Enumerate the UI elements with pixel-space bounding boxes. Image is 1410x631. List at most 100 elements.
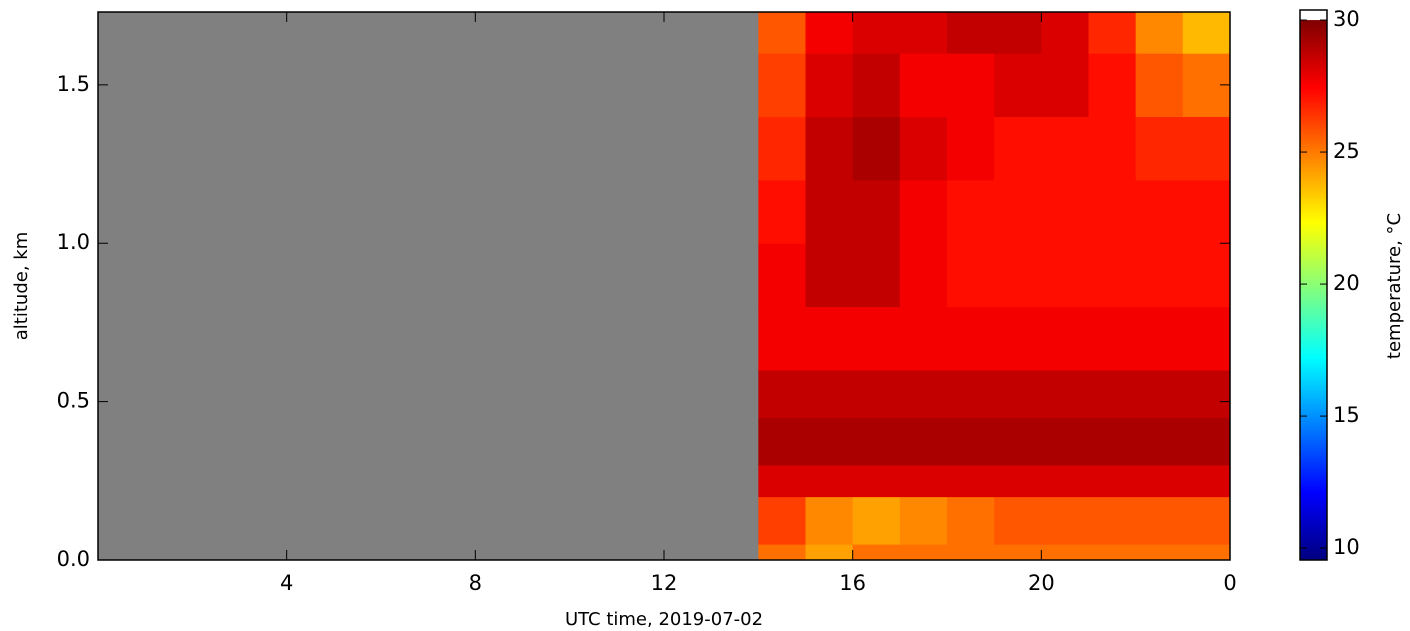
heatmap-cell [947,496,995,545]
heatmap-cell [852,116,901,181]
x-tick-label: 16 [839,571,866,595]
colorbar-tick-label: 25 [1333,139,1360,163]
heatmap-cell [805,116,854,181]
heatmap-cell [1135,243,1184,308]
heatmap-cell [1088,496,1137,545]
heatmap-cell [852,53,901,118]
heatmap-cell [1088,417,1137,466]
heatmap-cell [1041,243,1089,308]
y-tick-label: 0.0 [57,547,90,571]
heatmap-cell [852,496,901,545]
heatmap-cell [947,464,995,498]
heatmap-cell [947,12,995,54]
heatmap-cell [805,496,854,545]
heatmap-cell [1182,12,1231,54]
heatmap-cell [1041,544,1089,561]
heatmap-cell [758,12,806,54]
heatmap-cell [758,53,806,118]
x-axis-label: UTC time, 2019-07-02 [565,609,763,630]
heatmap-cell [947,116,995,181]
heatmap-cell [899,496,948,545]
heatmap-cell [758,464,806,498]
heatmap-cell [994,12,1042,54]
heatmap-cell [852,12,901,54]
heatmap-cell [1182,417,1231,466]
heatmap-cell [1041,12,1089,54]
heatmap-cell [899,116,948,181]
heatmap-cell [1135,417,1184,466]
heatmap-cell [994,464,1042,498]
colorbar-tick-label: 10 [1333,535,1360,559]
heatmap-cell [805,53,854,118]
heatmap-cell [899,417,948,466]
heatmap-cell [899,12,948,54]
heatmap-cell [1182,544,1231,561]
heatmap-cell [1088,12,1137,54]
heatmap-cell [1088,544,1137,561]
heatmap-cell [1088,53,1137,118]
heatmap-cell [805,417,854,466]
heatmap-cell [994,417,1042,466]
heatmap-cell [1135,496,1184,545]
heatmap-cell [899,243,948,308]
x-tick-label: 20 [1028,571,1055,595]
heatmap-cell [899,544,948,561]
heatmap-cell [899,306,948,371]
colorbar-label: temperature, °C [1384,213,1405,359]
heatmap-cell [1041,53,1089,118]
heatmap-cell [1041,417,1089,466]
heatmap-cell [994,116,1042,181]
heatmap-cell [758,544,806,561]
heatmap-cell [1135,306,1184,371]
heatmap-cell [1088,464,1137,498]
y-tick-label: 1.5 [57,72,90,96]
heatmap-cell [805,306,854,371]
heatmap-cell [1088,179,1137,244]
heatmap-cell [1041,116,1089,181]
heatmap-cell [758,306,806,371]
heatmap-cell [1135,53,1184,118]
heatmap-cell [1135,369,1184,418]
heatmap-cell [852,243,901,308]
heatmap-cell [994,496,1042,545]
heatmap-cell [1041,464,1089,498]
heatmap-cell [805,179,854,244]
heatmap-cell [852,369,901,418]
heatmap-cell [1182,179,1231,244]
colorbar-over [1300,10,1327,21]
heatmap-cell [852,306,901,371]
heatmap-cell [852,417,901,466]
heatmap-cell [758,116,806,181]
heatmap-cell [899,53,948,118]
heatmap-cell [805,544,854,561]
heatmap-cell [1088,306,1137,371]
heatmap-cell [1182,369,1231,418]
heatmap-cell [1041,369,1089,418]
heatmap-cell [1135,12,1184,54]
y-tick-label: 1.0 [57,230,90,254]
heatmap-cell [852,464,901,498]
heatmap-cell [758,369,806,418]
heatmap-cell [758,179,806,244]
heatmap-cell [994,243,1042,308]
heatmap-cell [947,53,995,118]
heatmap-cell [1041,179,1089,244]
x-tick-label: 0 [1223,571,1236,595]
heatmap-cell [1135,116,1184,181]
heatmap-cell [994,369,1042,418]
heatmap-cell [1182,116,1231,181]
heatmap-cell [758,417,806,466]
heatmap-cell [1135,544,1184,561]
heatmap-cell [758,496,806,545]
heatmap-cell [1088,243,1137,308]
y-tick-label: 0.5 [57,389,90,413]
heatmap-cell [947,306,995,371]
colorbar-tick-label: 15 [1333,403,1360,427]
x-tick-label: 4 [280,571,293,595]
heatmap-cell [994,544,1042,561]
colorbar-tick-label: 20 [1333,271,1360,295]
heatmap-cell [947,243,995,308]
heatmap-cell [1182,306,1231,371]
x-tick-label: 12 [651,571,678,595]
